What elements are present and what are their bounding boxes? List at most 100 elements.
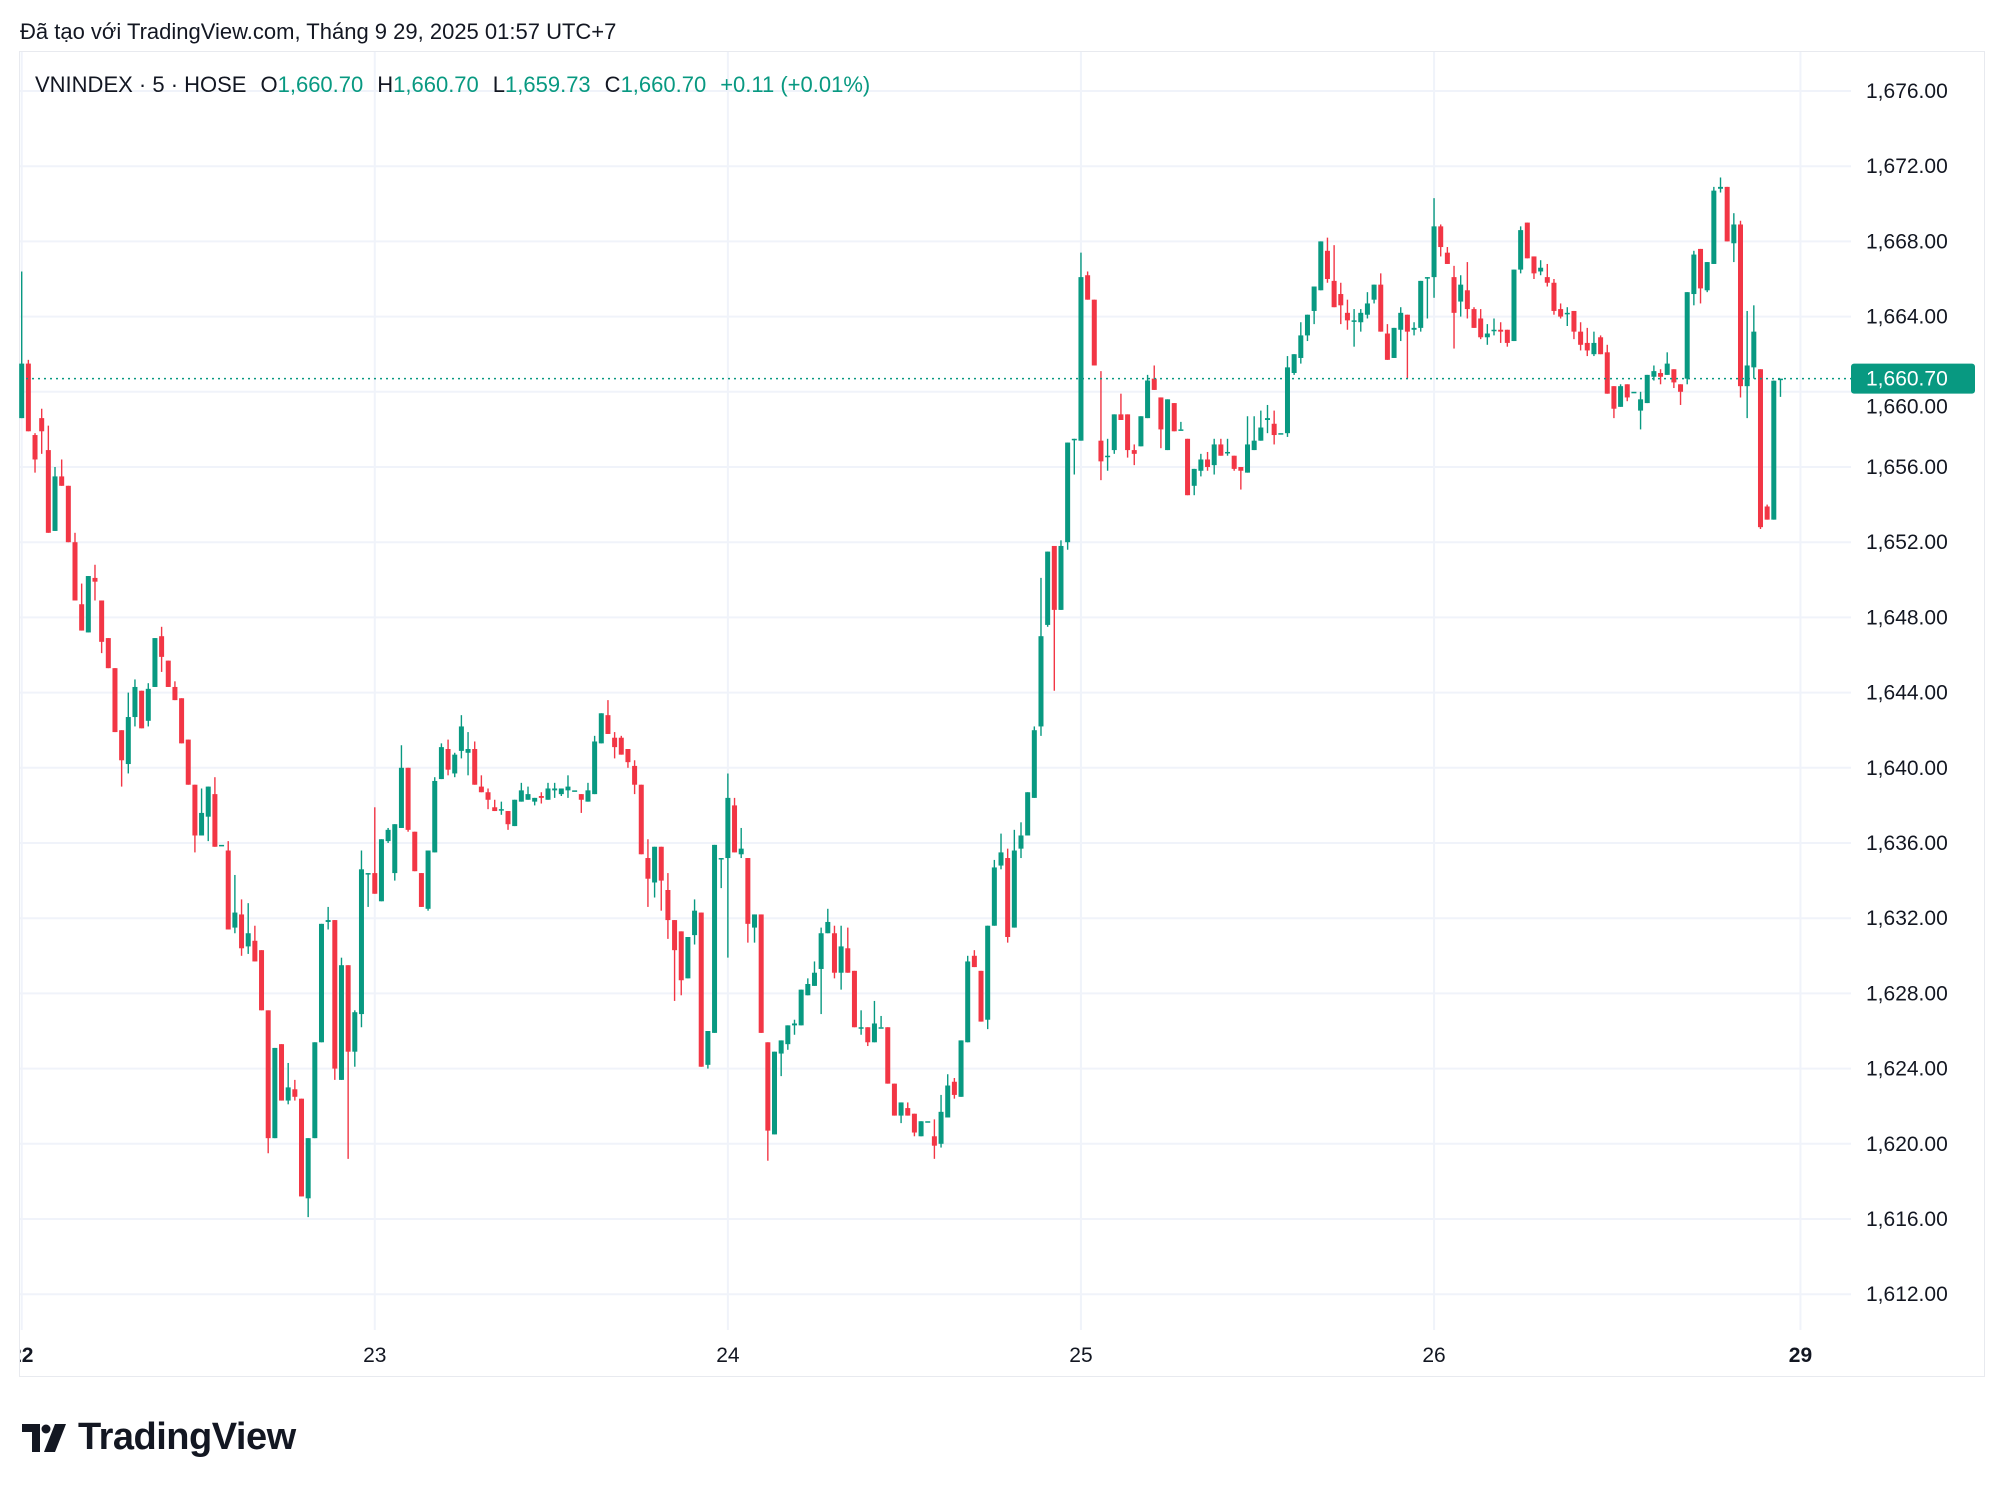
candle-body — [332, 920, 338, 1069]
legend-low-label: L — [492, 72, 506, 97]
candle — [998, 833, 1004, 870]
legend-symbol[interactable]: VNINDEX · 5 · HOSE — [35, 72, 247, 97]
candle — [1618, 384, 1624, 407]
candle-body — [1245, 444, 1251, 473]
candle-body — [1624, 384, 1630, 398]
candle — [612, 732, 618, 759]
candle — [845, 927, 851, 973]
candle — [632, 760, 638, 795]
candle — [1198, 453, 1204, 477]
candle-body — [905, 1108, 911, 1116]
candle-body — [705, 1031, 711, 1065]
candle — [618, 735, 624, 755]
candle-body — [1671, 369, 1677, 383]
candle — [1051, 545, 1057, 691]
candle-body — [1011, 850, 1017, 928]
candle-body — [1591, 342, 1597, 355]
candle — [831, 925, 837, 979]
candle-body — [272, 1047, 278, 1139]
candle — [1731, 213, 1737, 263]
candle — [398, 745, 404, 828]
candle-body — [392, 824, 398, 874]
candle-body — [1771, 380, 1777, 520]
candle — [325, 906, 331, 930]
candle-body — [811, 972, 817, 986]
candle — [1704, 262, 1710, 293]
candle — [1458, 275, 1464, 317]
candle-body — [1031, 730, 1037, 798]
candle — [1718, 177, 1724, 193]
candle — [1611, 386, 1617, 419]
candle — [1091, 299, 1097, 366]
candle-body — [139, 690, 145, 729]
candle-body — [1471, 309, 1477, 328]
candle — [259, 950, 265, 1011]
candle-body — [1398, 312, 1404, 330]
candle — [598, 713, 604, 744]
candle-body — [1684, 292, 1690, 379]
candle — [1138, 416, 1144, 447]
date-tick-label: 24 — [716, 1344, 740, 1367]
candle-body — [1444, 252, 1450, 264]
tradingview-logo[interactable]: TradingView — [22, 1416, 296, 1459]
candle-body — [791, 1023, 797, 1026]
legend-high-label: H — [377, 72, 394, 97]
candle-body — [1651, 371, 1657, 377]
candle — [392, 824, 398, 881]
candle-body — [1005, 858, 1011, 937]
candle-body — [1418, 280, 1424, 328]
candle-body — [1731, 224, 1737, 244]
candle — [525, 786, 531, 800]
candle — [1538, 260, 1544, 276]
candle-body — [1424, 277, 1430, 279]
candle-body — [672, 920, 678, 951]
candle — [1331, 245, 1337, 308]
candle — [199, 788, 205, 836]
candle-body — [1338, 294, 1344, 306]
candle-body — [1604, 352, 1610, 394]
candle — [1018, 822, 1024, 859]
candle — [1571, 310, 1577, 340]
candle — [1205, 451, 1211, 471]
candle — [978, 970, 984, 1022]
candle-body — [305, 1138, 311, 1199]
candle-body — [1291, 354, 1297, 373]
candle — [865, 1027, 871, 1047]
candle — [345, 965, 351, 1159]
candle — [172, 681, 178, 701]
candle-body — [585, 790, 591, 802]
candle-body — [558, 788, 564, 795]
candle-body — [978, 970, 984, 1022]
candle — [791, 1019, 797, 1035]
candle-body — [1351, 320, 1357, 322]
legend-low-value: 1,659.73 — [505, 72, 591, 97]
candle — [1471, 307, 1477, 328]
candle — [1431, 198, 1437, 298]
candle-body — [485, 792, 491, 800]
candle — [32, 433, 38, 473]
candle — [1171, 403, 1177, 432]
candle-body — [665, 890, 671, 921]
candle — [332, 920, 338, 1080]
candle-body — [1371, 284, 1377, 300]
candle-body — [232, 912, 238, 928]
candle-body — [925, 1121, 931, 1123]
candle-body — [1258, 427, 1264, 441]
candle — [59, 459, 65, 486]
candle-body — [612, 737, 618, 748]
candle-body — [1038, 636, 1044, 727]
price-tick-label: 1,644.00 — [1866, 682, 1948, 705]
candle — [758, 914, 764, 1033]
time-axis[interactable]: 22 23 24 25 26 29 — [10, 1344, 1812, 1367]
candle — [1045, 551, 1051, 627]
candle-body — [132, 686, 138, 718]
candle — [765, 1042, 771, 1161]
price-axis[interactable]: 1,612.00 1,616.00 1,620.00 1,624.00 1,628.00… — [1866, 80, 1948, 1306]
candle — [352, 1010, 358, 1067]
candle-body — [1718, 186, 1724, 189]
candle — [432, 777, 438, 853]
candle — [732, 797, 738, 853]
candle — [145, 683, 151, 727]
candle-body — [1318, 241, 1324, 291]
